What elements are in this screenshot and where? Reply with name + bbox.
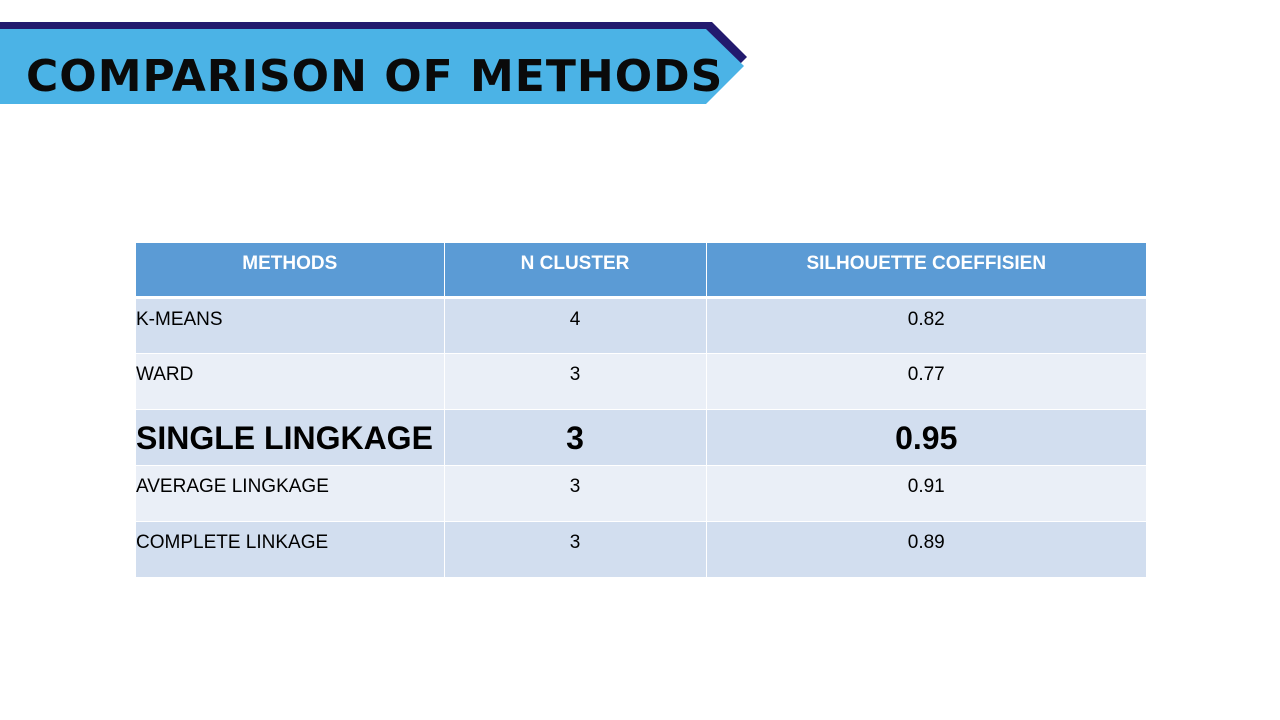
header-silhouette: SILHOUETTE COEFFISIEN <box>706 243 1146 299</box>
cell-silhouette: 0.95 <box>706 409 1146 466</box>
table-row-highlighted: SINGLE LINGKAGE 3 0.95 <box>136 409 1146 466</box>
cell-method: K-MEANS <box>136 297 445 354</box>
cell-silhouette: 0.77 <box>706 353 1146 410</box>
cell-method: AVERAGE LINGKAGE <box>136 465 445 522</box>
cell-method: COMPLETE LINKAGE <box>136 521 445 578</box>
table-row: AVERAGE LINGKAGE 3 0.91 <box>136 465 1146 522</box>
page-title: COMPARISON OF METHODS <box>26 51 724 102</box>
header-n-cluster: N CLUSTER <box>444 243 707 299</box>
cell-n-cluster: 3 <box>444 521 707 578</box>
table-row: K-MEANS 4 0.82 <box>136 297 1146 354</box>
cell-n-cluster: 3 <box>444 465 707 522</box>
methods-comparison-table: METHODS N CLUSTER SILHOUETTE COEFFISIEN … <box>136 243 1146 578</box>
title-banner: COMPARISON OF METHODS <box>0 20 760 110</box>
title-banner-shape <box>0 22 747 104</box>
cell-method: WARD <box>136 353 445 410</box>
cell-silhouette: 0.89 <box>706 521 1146 578</box>
cell-n-cluster: 3 <box>444 409 707 466</box>
header-methods: METHODS <box>136 243 445 299</box>
cell-silhouette: 0.91 <box>706 465 1146 522</box>
table-row: WARD 3 0.77 <box>136 353 1146 410</box>
table-row: COMPLETE LINKAGE 3 0.89 <box>136 521 1146 578</box>
cell-silhouette: 0.82 <box>706 297 1146 354</box>
cell-method: SINGLE LINGKAGE <box>136 409 445 466</box>
cell-n-cluster: 3 <box>444 353 707 410</box>
cell-n-cluster: 4 <box>444 297 707 354</box>
table-header-row: METHODS N CLUSTER SILHOUETTE COEFFISIEN <box>136 243 1146 299</box>
